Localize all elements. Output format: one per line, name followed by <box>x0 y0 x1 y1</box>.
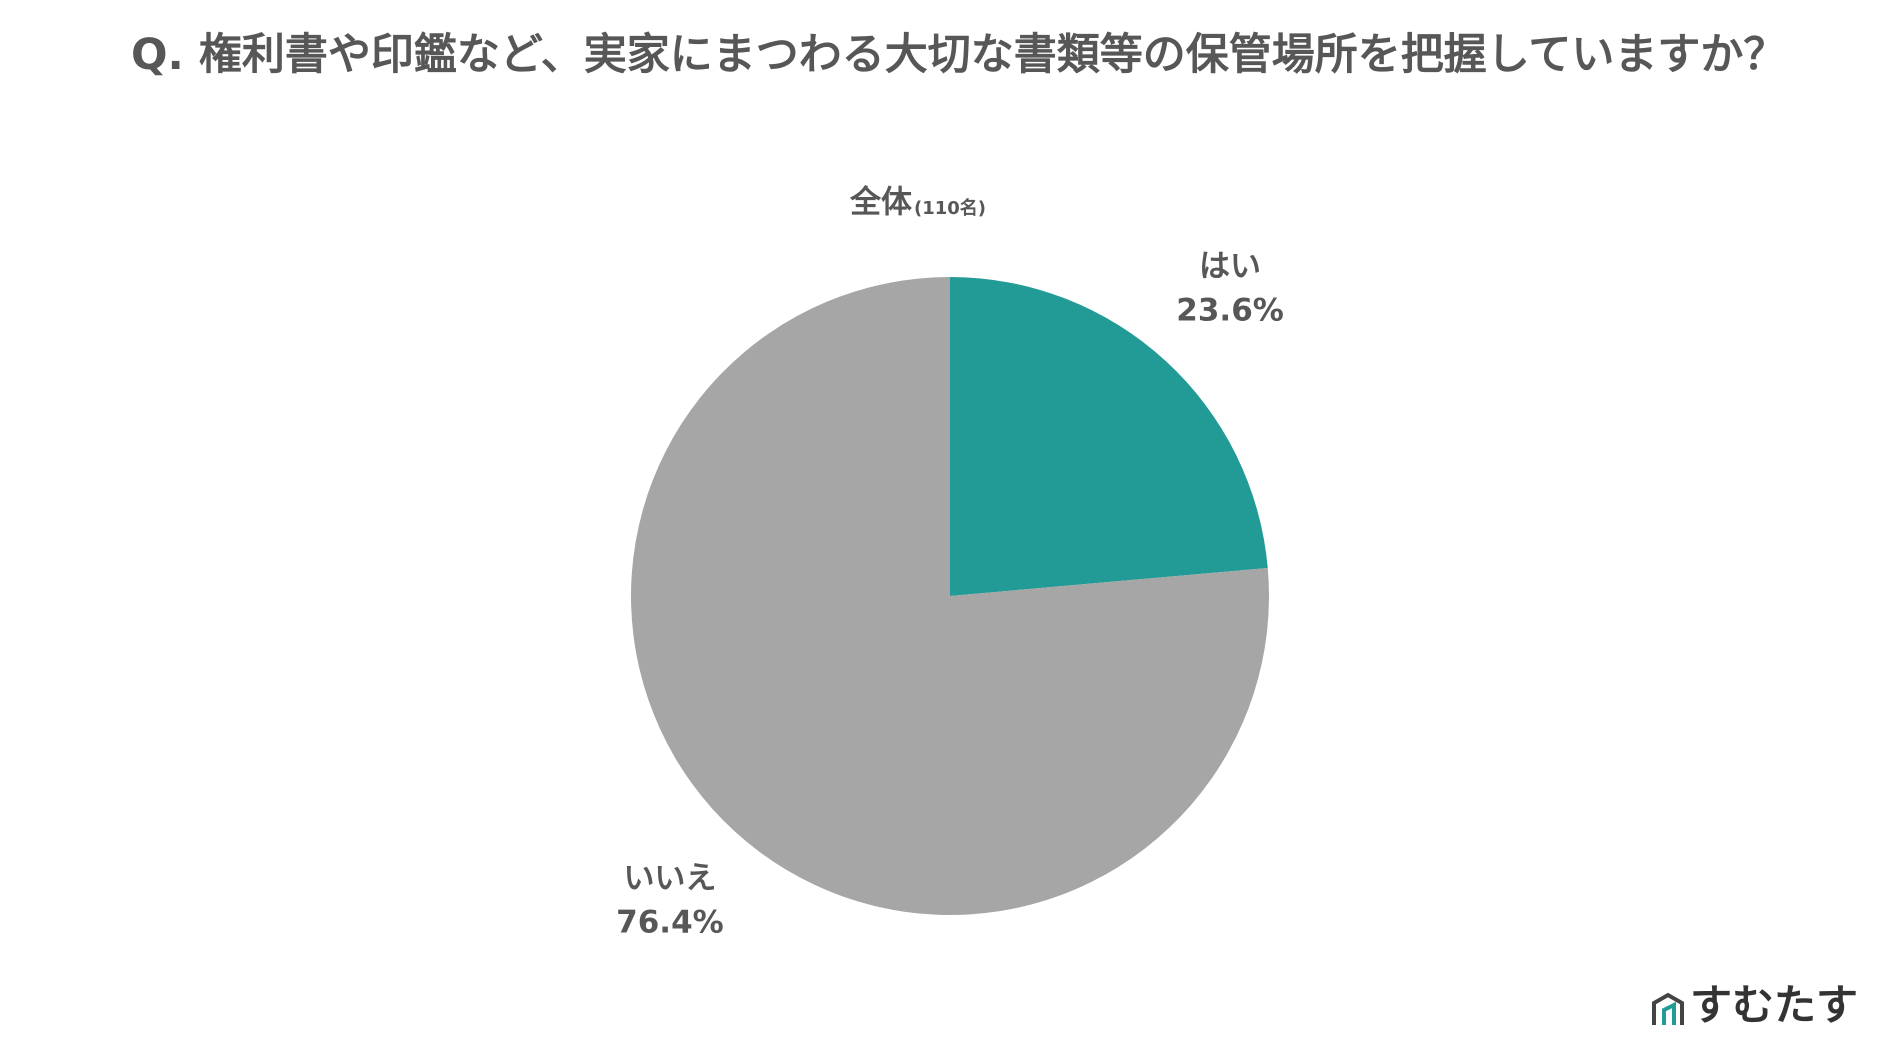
sample-note: (110名) <box>914 197 986 219</box>
logo: すむたす <box>1690 981 1858 1030</box>
value-label: 23.6% <box>1176 293 1284 329</box>
slice-label: いいえ <box>623 860 716 896</box>
chart-title: Q. 権利書や印鑑など、実家にまつわる大切な書類等の保管場所を把握していますか？ <box>131 30 1787 80</box>
pie-slice <box>950 277 1268 596</box>
slice-label: はい <box>1199 249 1261 285</box>
logo-icon <box>1652 992 1684 1025</box>
value-label: 76.4% <box>616 904 724 940</box>
chart-subtitle: 全体 <box>849 185 912 221</box>
pie-slice <box>631 277 1269 916</box>
